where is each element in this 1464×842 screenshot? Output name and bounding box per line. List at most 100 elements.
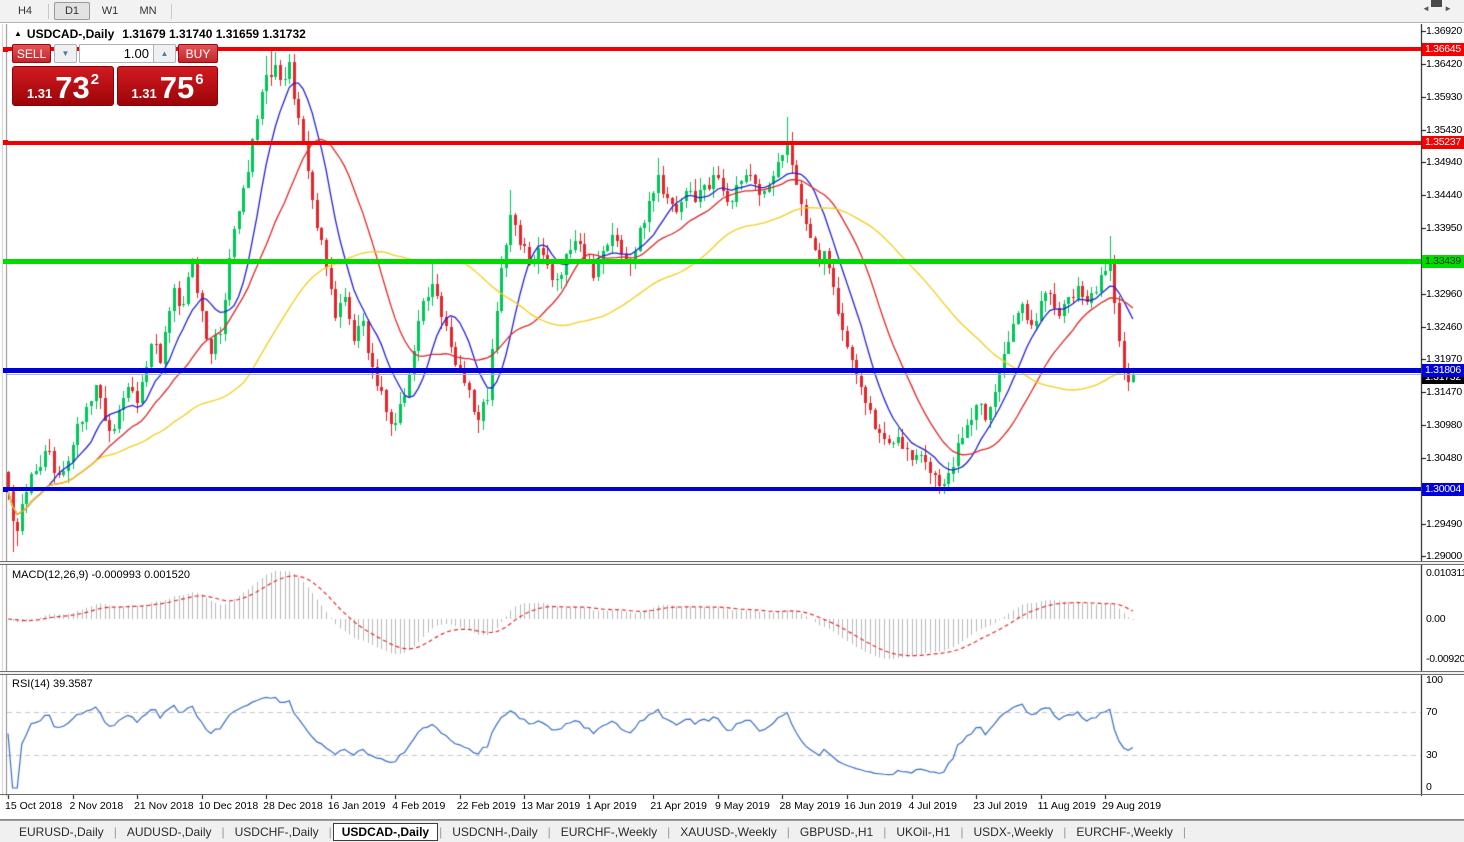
line-price-label: 1.30004 xyxy=(1422,482,1464,496)
line-handle-icon[interactable] xyxy=(3,259,8,265)
date-axis-label: 21 Apr 2019 xyxy=(650,800,708,812)
macd-indicator-label: MACD(12,26,9) -0.000993 0.001520 xyxy=(12,569,190,581)
bid-price-line xyxy=(7,374,1421,376)
date-axis-label: 22 Feb 2019 xyxy=(456,800,516,812)
buy-price-big: 75 xyxy=(159,70,195,105)
tab-usdx-weekly[interactable]: USDX-,Weekly xyxy=(973,824,1054,839)
timeframe-button-mn[interactable]: MN xyxy=(139,5,157,17)
line-price-label: 1.31806 xyxy=(1422,363,1464,377)
pane-separator[interactable] xyxy=(0,561,1464,565)
tab-eurchf-weekly[interactable]: EURCHF-,Weekly xyxy=(560,824,658,839)
line-handle-icon[interactable] xyxy=(3,46,8,52)
tab-ukoil-h1[interactable]: UKOil-,H1 xyxy=(896,824,951,839)
price-chart-canvas[interactable] xyxy=(0,24,1464,820)
date-axis-label: 16 Jan 2019 xyxy=(327,800,386,812)
sell-price-sup: 2 xyxy=(90,71,100,88)
collapse-arrow-icon[interactable]: ▲ xyxy=(14,29,22,38)
date-axis-label: 21 Nov 2018 xyxy=(134,800,194,812)
line-price-label: 1.36645 xyxy=(1422,42,1464,56)
sell-price-big: 73 xyxy=(55,70,90,105)
tab-separator: | xyxy=(221,824,225,839)
date-axis-border xyxy=(0,794,1464,795)
line-handle-icon[interactable] xyxy=(3,140,8,146)
price-axis-tick: 1.36920 xyxy=(1426,25,1462,37)
macd-axis-max: 0.010311 xyxy=(1426,567,1464,579)
horizontal-line-1.36645[interactable] xyxy=(7,47,1421,52)
date-axis-label: 23 Jul 2019 xyxy=(973,800,1028,812)
tab-usdcnh-daily[interactable]: USDCNH-,Daily xyxy=(452,824,538,839)
rsi-axis-30: 30 xyxy=(1426,749,1438,762)
tab-usdcad-daily[interactable]: USDCAD-,Daily xyxy=(332,822,439,841)
line-handle-icon[interactable] xyxy=(3,486,8,492)
horizontal-line-1.35237[interactable] xyxy=(7,140,1421,145)
buy-price-small: 1.31 xyxy=(131,86,157,101)
tab-eurchf-weekly[interactable]: EURCHF-,Weekly xyxy=(1076,824,1173,839)
sell-price-box[interactable]: 1.31 73 2 xyxy=(12,66,114,106)
spin-down-icon: ▼ xyxy=(61,49,70,58)
horizontal-line-1.31806[interactable] xyxy=(7,367,1421,373)
sell-price-small: 1.31 xyxy=(26,86,53,101)
date-axis-label: 16 Jun 2019 xyxy=(844,800,902,812)
price-axis-tick: 1.35930 xyxy=(1426,90,1462,103)
spin-up-icon: ▲ xyxy=(160,49,169,58)
sell-button[interactable]: SELL xyxy=(12,44,51,63)
price-axis-tick: 1.29490 xyxy=(1426,517,1462,530)
tab-separator: | xyxy=(1182,824,1186,839)
date-axis-label: 4 Feb 2019 xyxy=(392,800,446,812)
price-axis-tick: 1.36420 xyxy=(1426,58,1462,71)
date-axis-label: 28 May 2019 xyxy=(779,800,841,812)
tab-separator: | xyxy=(547,824,551,839)
horizontal-line-1.30004[interactable] xyxy=(7,487,1421,492)
timeframe-button-w1[interactable]: W1 xyxy=(101,5,119,17)
price-axis-tick: 1.31970 xyxy=(1426,353,1462,366)
pane-separator[interactable] xyxy=(0,671,1464,675)
price-axis-tick: 1.32460 xyxy=(1426,320,1462,333)
tab-xauusd-weekly[interactable]: XAUUSD-,Weekly xyxy=(680,824,777,839)
horizontal-line-1.33439[interactable] xyxy=(7,259,1421,265)
tab-separator: | xyxy=(667,824,671,839)
buy-price-sup: 6 xyxy=(195,71,204,88)
chart-window: ▲ USDCAD-,Daily 1.31679 1.31740 1.31659 1.… xyxy=(0,24,1464,820)
tab-gbpusd-h1[interactable]: GBPUSD-,H1 xyxy=(799,824,874,839)
toolbar-separator xyxy=(48,3,49,19)
tab-audusd-daily[interactable]: AUDUSD-,Daily xyxy=(126,824,212,839)
rsi-indicator-label: RSI(14) 39.3587 xyxy=(12,678,93,690)
tab-separator: | xyxy=(883,824,887,839)
rsi-axis-100: 100 xyxy=(1426,674,1443,686)
macd-axis-min: -0.009203 xyxy=(1426,653,1464,665)
date-axis-label: 10 Dec 2018 xyxy=(198,800,259,812)
macd-axis-zero: 0.00 xyxy=(1426,613,1446,625)
rsi-axis-0: 0 xyxy=(1426,781,1432,793)
line-handle-icon[interactable] xyxy=(3,367,8,373)
timeframe-button-h4[interactable]: H4 xyxy=(17,5,33,17)
buy-price-box[interactable]: 1.31 75 6 xyxy=(117,66,218,106)
tab-separator: | xyxy=(113,824,117,839)
date-axis-label: 1 Apr 2019 xyxy=(585,800,637,812)
tab-separator: | xyxy=(439,824,443,839)
date-axis-label: 15 Oct 2018 xyxy=(5,800,63,812)
tab-scroll-arrows[interactable]: ◄ ► xyxy=(1421,4,1458,13)
tab-separator: | xyxy=(1063,824,1067,839)
tab-usdchf-daily[interactable]: USDCHF-,Daily xyxy=(234,824,319,839)
price-axis-tick: 1.32960 xyxy=(1426,287,1462,300)
timeframe-button-d1[interactable]: D1 xyxy=(54,2,90,20)
rsi-axis-70: 70 xyxy=(1426,705,1438,718)
date-axis-label: 13 Mar 2019 xyxy=(521,800,581,812)
volume-decrease-button[interactable]: ▼ xyxy=(54,44,77,63)
tab-eurusd-daily[interactable]: EURUSD-,Daily xyxy=(19,824,104,839)
chart-title: ▲ USDCAD-,Daily 1.31679 1.31740 1.31659 1.… xyxy=(14,27,306,41)
buy-button[interactable]: BUY xyxy=(178,44,218,63)
volume-input[interactable] xyxy=(79,44,155,63)
tab-separator: | xyxy=(786,824,790,839)
price-axis-tick: 1.30480 xyxy=(1426,451,1462,464)
price-axis-tick: 1.29000 xyxy=(1426,550,1462,563)
price-axis-tick: 1.30980 xyxy=(1426,418,1462,431)
volume-increase-button[interactable]: ▲ xyxy=(153,44,176,63)
price-axis-tick: 1.31470 xyxy=(1426,386,1462,399)
line-price-label: 1.33439 xyxy=(1422,255,1464,269)
window-corner-artifact xyxy=(1431,0,1442,7)
date-axis-label: 4 Jul 2019 xyxy=(908,800,958,812)
date-axis-label: 28 Dec 2018 xyxy=(263,800,323,812)
